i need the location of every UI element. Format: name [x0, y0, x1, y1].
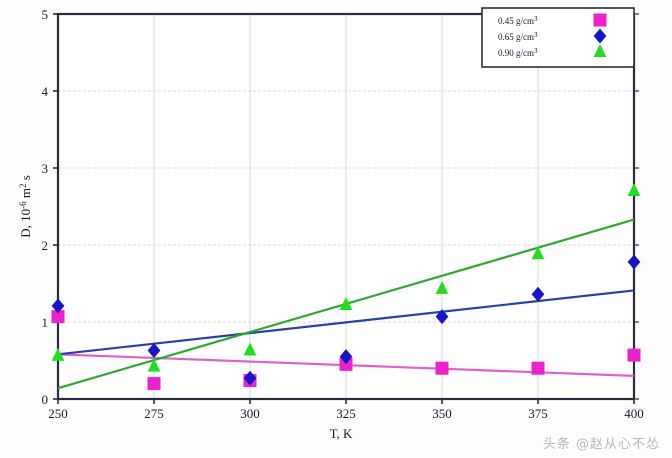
marker-triangle	[339, 297, 353, 311]
marker-diamond	[531, 286, 545, 302]
x-tick-label: 350	[432, 406, 452, 421]
x-tick-label: 400	[624, 406, 644, 421]
marker-triangle	[51, 347, 65, 361]
y-axis-title-text: D, 10-6 m2 s	[18, 175, 33, 238]
marker-triangle	[243, 342, 257, 356]
x-tick-label: 300	[240, 406, 260, 421]
y-tick-label: 3	[42, 161, 49, 176]
x-tick-labels: 250 275 300 325 350 375 400	[48, 406, 644, 421]
marker-triangle	[593, 44, 607, 57]
legend-label: 0.45 g/cm3	[498, 15, 538, 26]
axis-ticks	[53, 13, 639, 404]
marker-diamond	[339, 349, 353, 365]
chart-legend: 0.45 g/cm3 0.65 g/cm3 0.90 g/cm3	[481, 7, 635, 68]
y-tick-label: 1	[42, 315, 49, 330]
marker-diamond	[51, 298, 65, 314]
watermark-text: 头条 @赵从心不怂	[542, 437, 660, 452]
x-tick-label: 325	[336, 406, 356, 421]
marker-square	[147, 377, 161, 391]
marker-square	[627, 348, 641, 362]
marker-diamond	[435, 309, 449, 325]
y-tick-label: 4	[42, 84, 49, 99]
marker-triangle	[627, 183, 641, 197]
marker-diamond	[627, 254, 641, 270]
marker-diamond	[147, 342, 161, 358]
legend-label: 0.90 g/cm3	[498, 47, 538, 58]
marker-diamond	[243, 370, 257, 386]
marker-square	[593, 13, 607, 27]
legend-box	[481, 7, 635, 68]
x-axis-title: T, K	[330, 426, 353, 441]
marker-square	[531, 361, 545, 375]
x-tick-label: 375	[528, 406, 548, 421]
marker-square	[51, 310, 65, 324]
marker-triangle	[147, 358, 161, 372]
x-axis-title-text: T, K	[330, 426, 353, 441]
y-tick-label: 2	[42, 238, 49, 253]
y-tick-labels: 0 1 2 3 4 5	[42, 7, 49, 407]
y-axis-title: D, 10-6 m2 s	[18, 175, 33, 238]
y-tick-label: 5	[42, 7, 49, 22]
grid-lines	[58, 14, 635, 399]
marker-diamond	[593, 28, 607, 44]
data-points	[51, 183, 641, 391]
marker-triangle	[435, 280, 449, 294]
marker-square	[339, 357, 353, 371]
marker-square	[435, 361, 449, 375]
x-tick-label: 250	[48, 406, 68, 421]
x-tick-label: 275	[144, 406, 164, 421]
legend-label: 0.65 g/cm3	[498, 31, 538, 42]
marker-triangle	[531, 246, 545, 260]
y-tick-label: 0	[42, 392, 49, 407]
